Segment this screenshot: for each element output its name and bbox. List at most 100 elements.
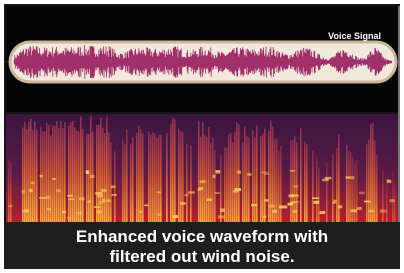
hot-spot: [264, 199, 268, 201]
streak: [206, 137, 208, 222]
streak: [172, 118, 174, 222]
streak: [62, 128, 64, 222]
page: Voice Signal Enhanced voice waveform wit…: [0, 0, 404, 273]
hot-spot: [387, 180, 391, 183]
streak: [326, 162, 328, 222]
caption-line: Enhanced voice waveform with: [76, 227, 328, 246]
hot-spot: [292, 210, 297, 213]
streak: [368, 139, 370, 222]
streak: [374, 140, 376, 222]
streak: [332, 154, 334, 223]
hot-spot: [39, 197, 46, 199]
hot-spot: [338, 205, 342, 208]
hot-spot: [52, 178, 56, 180]
hot-spot: [269, 205, 276, 208]
streak: [80, 116, 82, 222]
streak: [138, 125, 140, 222]
streak: [148, 131, 150, 222]
hot-spot: [46, 196, 51, 199]
streak: [64, 122, 66, 222]
hot-spot: [251, 204, 257, 206]
streak: [110, 142, 112, 222]
streak: [204, 135, 206, 222]
streak: [68, 125, 70, 222]
streak: [126, 130, 128, 222]
hot-spot: [213, 175, 216, 178]
streak: [268, 131, 270, 222]
streak: [200, 137, 202, 223]
streak: [130, 144, 132, 222]
streak: [280, 146, 282, 222]
streak: [22, 128, 24, 223]
streak: [30, 119, 32, 222]
streak: [8, 160, 10, 222]
streak: [108, 132, 110, 222]
streak: [232, 142, 234, 222]
streak: [152, 132, 154, 222]
streak: [290, 141, 292, 222]
streak: [56, 121, 58, 222]
streak: [140, 130, 142, 223]
streak: [208, 127, 210, 222]
streak: [150, 135, 152, 223]
hot-spot: [350, 209, 357, 212]
streak: [248, 137, 250, 222]
streak: [104, 133, 106, 222]
streak: [294, 136, 296, 222]
hot-spot: [67, 195, 73, 197]
hot-spot: [220, 209, 225, 212]
streak: [214, 150, 216, 222]
streak: [234, 132, 236, 222]
streak: [202, 123, 204, 223]
streak: [382, 170, 384, 222]
hot-spot: [265, 173, 270, 175]
streak: [106, 116, 108, 222]
streak: [34, 122, 36, 222]
hot-spot: [292, 195, 299, 197]
hot-spot: [247, 173, 251, 175]
hot-spot: [333, 202, 336, 204]
hot-spot: [273, 210, 277, 213]
streak: [356, 160, 358, 222]
streak: [76, 130, 78, 222]
streak: [28, 122, 30, 222]
hot-spot: [8, 205, 13, 207]
streak: [178, 129, 180, 223]
streak: [252, 130, 254, 222]
hot-spot: [139, 211, 142, 213]
streak: [376, 155, 378, 222]
hot-spot: [200, 180, 206, 183]
streak: [166, 133, 168, 222]
voice-signal-label: Voice Signal: [328, 31, 381, 41]
hot-spot: [76, 212, 82, 214]
hot-spot: [261, 172, 268, 174]
hot-spot: [207, 199, 213, 202]
streak: [256, 125, 258, 222]
streak: [46, 123, 48, 222]
hot-spot: [357, 207, 362, 210]
hot-spot: [188, 191, 195, 193]
streak: [86, 133, 88, 222]
streak: [318, 167, 320, 222]
hot-spot: [320, 211, 326, 214]
streak: [180, 131, 182, 222]
streak: [142, 133, 144, 222]
hot-spot: [97, 194, 103, 197]
streak: [72, 121, 74, 222]
streak: [26, 129, 28, 222]
hot-spot: [359, 192, 365, 194]
streak: [158, 135, 160, 222]
hot-spot: [88, 201, 91, 203]
streak: [102, 128, 104, 222]
streak: [274, 140, 276, 222]
streak: [228, 134, 230, 222]
streak: [48, 125, 50, 222]
streak: [182, 132, 184, 222]
streak: [392, 171, 394, 223]
streak: [156, 138, 158, 222]
hot-spot: [22, 190, 26, 193]
hot-spot: [215, 171, 220, 173]
streak: [154, 134, 156, 223]
streak: [386, 177, 388, 222]
streak: [90, 116, 92, 222]
